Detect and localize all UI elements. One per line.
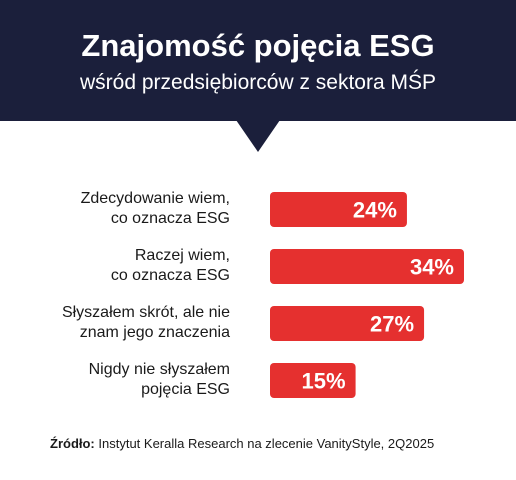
category-label-line: Nigdy nie słyszałem [89,361,230,378]
category-label-line: co oznacza ESG [111,267,230,284]
bar-3 [270,363,356,398]
bar-1 [270,249,464,284]
category-label-line: znam jego znaczenia [80,324,230,341]
category-label-line: Słyszałem skrót, ale nie [62,304,230,321]
bar-0 [270,192,407,227]
category-label-line: Raczej wiem, [135,247,230,264]
bar-value-label-0: 24% [353,198,397,223]
chart-subtitle: wśród przedsiębiorców z sektora MŚP [80,71,436,94]
source-label: Źródło: [50,436,95,451]
source-note: Źródło: Instytut Keralla Research na zle… [50,436,490,451]
category-label-0: Zdecydowanie wiem, co oznacza ESG [81,190,230,227]
bar-2 [270,306,425,341]
category-label-line: Zdecydowanie wiem, [81,190,230,207]
bar-value-label-3: 15% [302,369,346,394]
category-label-line: pojęcia ESG [141,381,230,398]
header-banner [0,0,516,121]
category-label-line: co oznacza ESG [111,210,230,227]
category-label-2: Słyszałem skrót, ale nie znam jego znacze… [62,304,230,341]
bar-value-label-1: 34% [410,255,454,280]
bar-value-label-2: 27% [370,312,414,337]
category-label-3: Nigdy nie słyszałem pojęcia ESG [89,361,230,398]
banner-pointer [236,120,280,152]
source-text: Instytut Keralla Research na zlecenie Va… [98,436,435,451]
category-label-1: Raczej wiem, co oznacza ESG [111,247,230,284]
chart-title: Znajomość pojęcia ESG [81,28,435,63]
